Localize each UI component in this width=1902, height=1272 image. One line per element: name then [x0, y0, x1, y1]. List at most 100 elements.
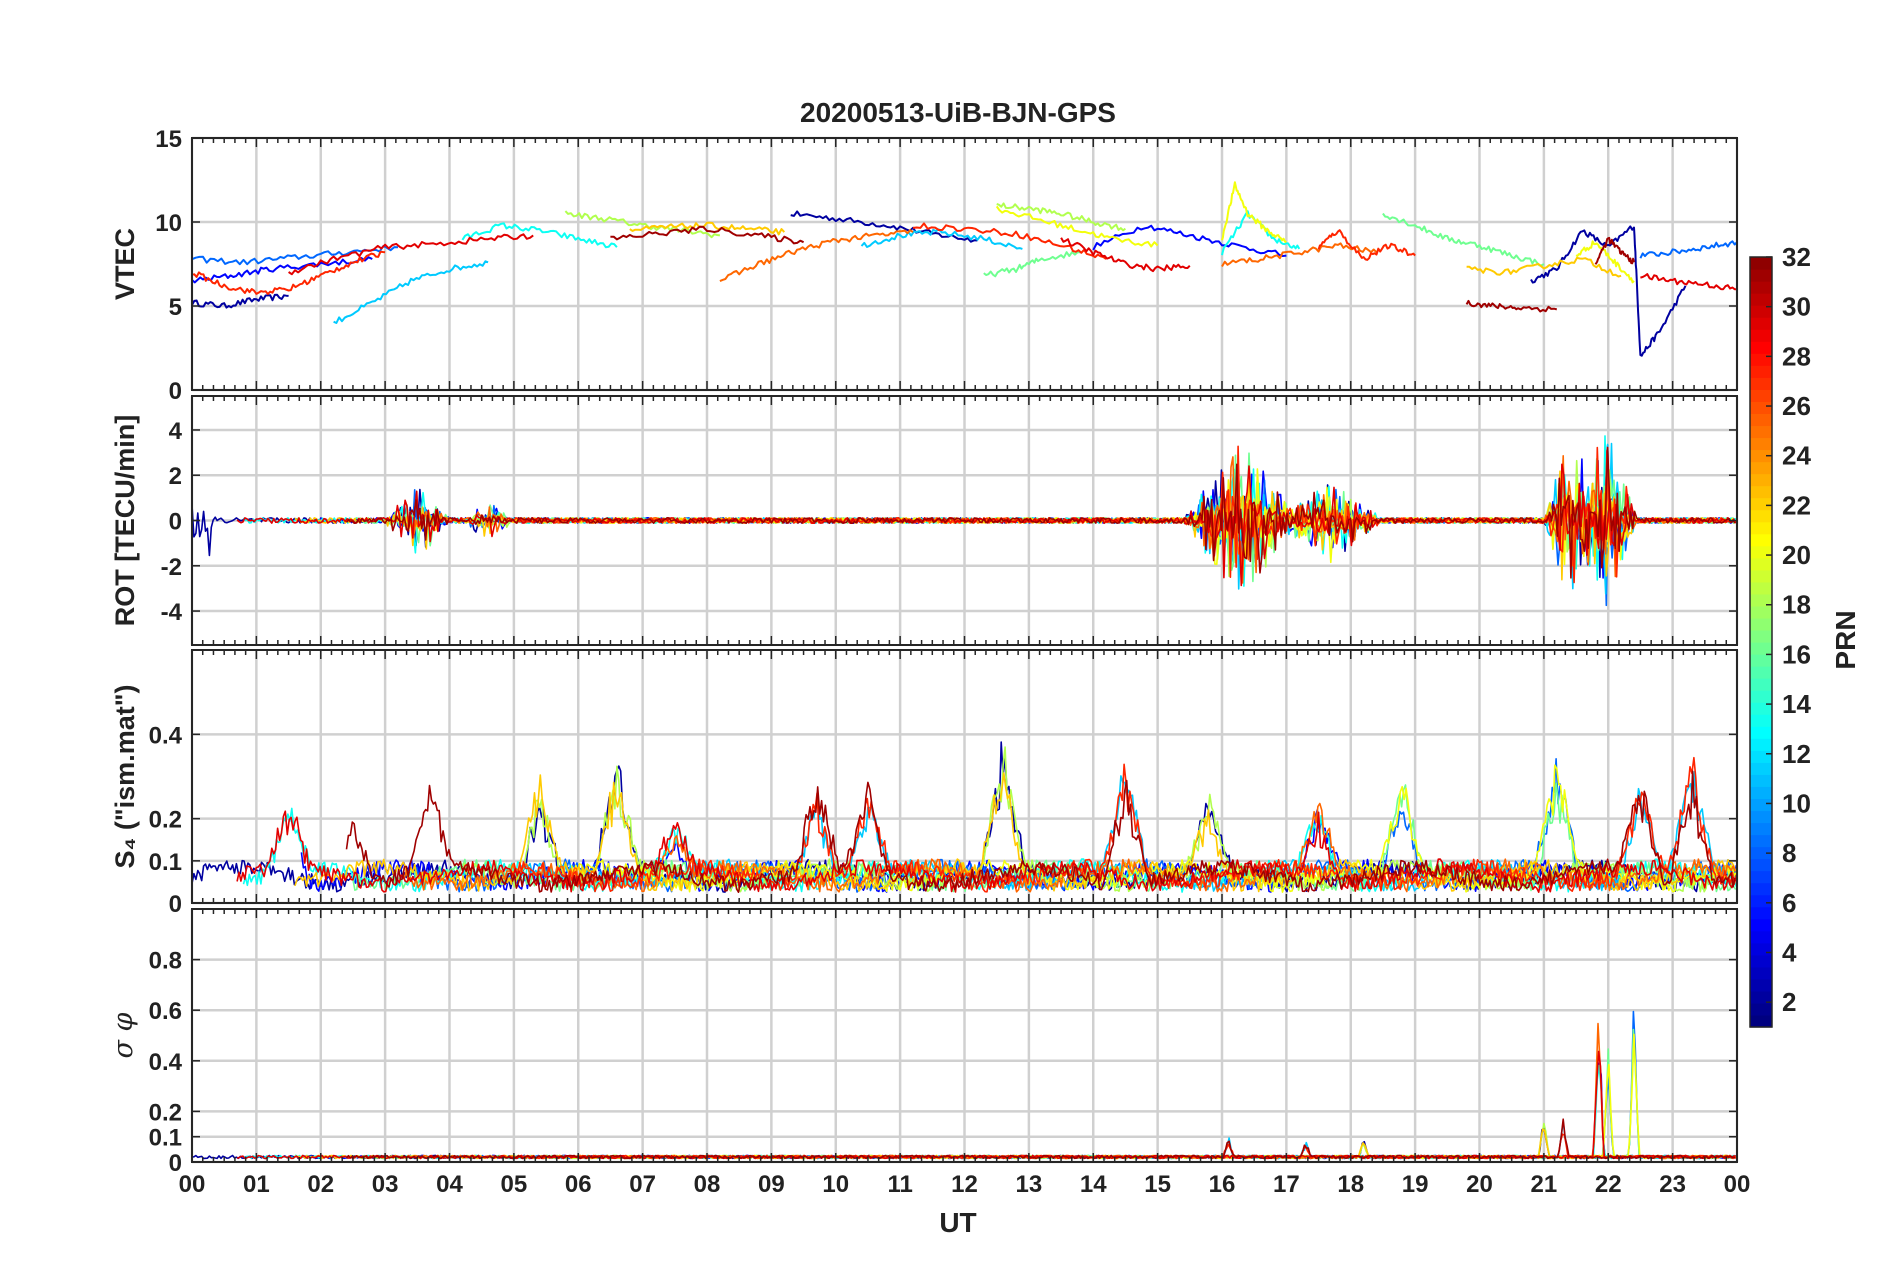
vtec-y-tick-label: 10: [155, 210, 182, 237]
vtec-series-prn-31: [1465, 299, 1558, 313]
x-tick-label: 16: [1209, 1171, 1236, 1198]
rot-y-tick-label: -2: [161, 554, 182, 581]
sigma-phi-grid: [190, 909, 1739, 1164]
x-tick-label: 12: [951, 1171, 978, 1198]
colorbar-segment: [1750, 810, 1772, 824]
colorbar-tick-label: 32: [1782, 242, 1811, 272]
rot-ticks: -4 -2 0 2 4: [161, 396, 1738, 645]
vtec-series-prn-16: [1382, 212, 1545, 267]
x-tick-label: 00: [1724, 1171, 1751, 1198]
vtec-series-prn-2: [191, 293, 289, 309]
x-tick-label: 03: [372, 1171, 399, 1198]
colorbar-segment: [1750, 593, 1772, 607]
colorbar-segment: [1750, 365, 1772, 378]
x-tick-label: 20: [1466, 1171, 1493, 1198]
colorbar-segment: [1750, 822, 1772, 836]
x-tick-label: 06: [565, 1171, 592, 1198]
vtec-ylabel: VTEC: [110, 228, 140, 300]
colorbar-segment: [1750, 497, 1772, 511]
colorbar-segment: [1750, 714, 1772, 727]
sigma-phi-panel: 00.10.2 0.4 0.6 0.8 σ φ: [108, 908, 1739, 1177]
colorbar-segment: [1750, 750, 1772, 763]
vtec-series-prn-18: [996, 202, 1126, 232]
colorbar-segment: [1750, 678, 1772, 691]
sigma-phi-ylabel: σ φ: [108, 1012, 139, 1058]
colorbar-segment: [1750, 690, 1772, 703]
vtec-series-prn-31: [610, 225, 805, 245]
vtec-series-prn-29: [288, 233, 534, 276]
vtec-series-prn-27: [191, 250, 386, 295]
x-tick-label: 15: [1144, 1171, 1171, 1198]
vtec-series-prn-27: [1317, 229, 1416, 261]
colorbar-tick-label: 26: [1782, 391, 1811, 421]
colorbar-tick-label: 20: [1782, 540, 1811, 570]
vtec-series-prn-27: [912, 222, 1107, 260]
colorbar-segment: [1750, 617, 1772, 631]
colorbar-segment: [1750, 377, 1772, 390]
colorbar-segment: [1750, 509, 1772, 523]
rot-lines: [191, 435, 1738, 607]
colorbar-segment: [1750, 389, 1772, 402]
rot-ylabel: ROT [TECU/min]: [110, 415, 140, 626]
vtec-series-prn-11: [333, 260, 489, 324]
colorbar-segment: [1750, 413, 1772, 427]
colorbar-tick-label: 28: [1782, 341, 1811, 371]
x-tick-label: 02: [307, 1171, 334, 1198]
colorbar-segment: [1750, 569, 1772, 583]
colorbar-tick-label: 12: [1782, 739, 1811, 769]
colorbar-segment: [1750, 401, 1772, 415]
colorbar-segment: [1750, 894, 1772, 908]
vtec-series-prn-5: [1092, 224, 1287, 257]
x-tick-label: 14: [1080, 1171, 1107, 1198]
sigma-phi-y-tick-label: 0: [169, 1150, 182, 1177]
x-tick-label: 05: [501, 1171, 528, 1198]
x-tick-label: 00: [179, 1171, 206, 1198]
s4-series-prn-29: [236, 810, 1737, 893]
colorbar-tick-label: 24: [1782, 441, 1811, 471]
colorbar-segment: [1750, 629, 1772, 643]
x-tick-label: 19: [1402, 1171, 1429, 1198]
colorbar-segment: [1750, 834, 1772, 848]
rot-y-tick-label: -4: [161, 599, 183, 626]
colorbar-segment: [1750, 702, 1772, 715]
vtec-y-tick-label: 5: [169, 294, 182, 321]
vtec-series-prn-16: [983, 251, 1081, 278]
colorbar-segment: [1750, 882, 1772, 896]
colorbar-segment: [1750, 461, 1772, 475]
vtec-series-prn-13: [461, 222, 618, 249]
sigma-phi-y-tick-label: 0.2: [149, 1099, 182, 1126]
colorbar-segment: [1750, 425, 1772, 439]
colorbar-segment: [1750, 966, 1772, 980]
colorbar-segment: [1750, 257, 1772, 270]
s4-ylabel: S₄ ("ism.mat"): [110, 684, 140, 868]
sigma-phi-y-tick-label: 0.8: [149, 948, 182, 975]
colorbar-segment: [1750, 786, 1772, 800]
vtec-series-prn-29: [1060, 237, 1191, 273]
vtec-series-prn-8: [1639, 240, 1738, 259]
colorbar-tick-label: 6: [1782, 888, 1796, 918]
colorbar-segment: [1750, 557, 1772, 571]
colorbar-segment: [1750, 726, 1772, 739]
colorbar-segment: [1750, 642, 1772, 655]
colorbar-segment: [1750, 666, 1772, 679]
vtec-series-prn-5: [191, 256, 373, 284]
colorbar-segment: [1750, 870, 1772, 884]
sigma-phi-y-tick-label: 0.1: [149, 1125, 182, 1152]
x-tick-label: 08: [694, 1171, 721, 1198]
x-tick-label: 23: [1659, 1171, 1686, 1198]
x-tick-label: 04: [436, 1171, 463, 1198]
colorbar-segment: [1750, 533, 1772, 547]
x-tick-label: 18: [1337, 1171, 1364, 1198]
colorbar-segment: [1750, 906, 1772, 920]
colorbar-segment: [1750, 449, 1772, 463]
colorbar-segment: [1750, 738, 1772, 751]
x-tick-label: 22: [1595, 1171, 1622, 1198]
s4-lines: [191, 741, 1738, 893]
colorbar-segment: [1750, 317, 1772, 330]
vtec-series-prn-20: [995, 205, 1159, 248]
colorbar-tick-label: 10: [1782, 788, 1811, 818]
colorbar-segment: [1750, 1014, 1772, 1028]
colorbar-segment: [1750, 473, 1772, 487]
sigma-phi-y-tick-label: 0.6: [149, 998, 182, 1025]
